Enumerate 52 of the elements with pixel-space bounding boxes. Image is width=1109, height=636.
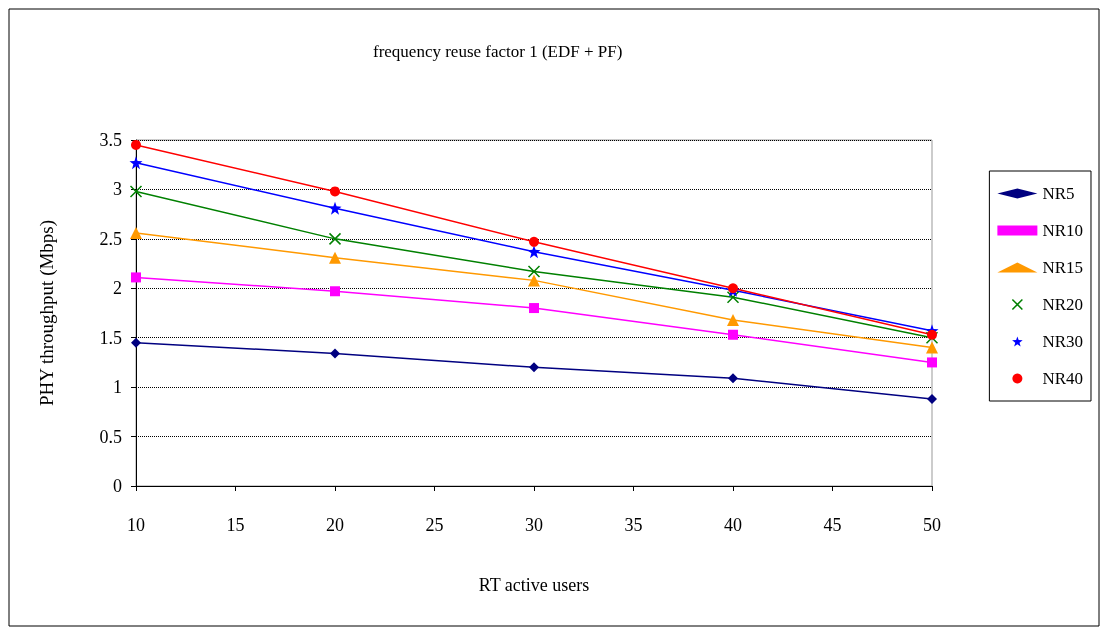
x-tick-label: 20 — [326, 515, 344, 535]
y-tick-label: 2.5 — [99, 228, 122, 249]
point — [330, 348, 340, 359]
y-tick-label: 3 — [113, 179, 122, 200]
point — [927, 357, 937, 368]
point — [131, 337, 141, 348]
legend-label: NR15 — [1042, 258, 1084, 277]
legend-label: NR10 — [1042, 221, 1084, 240]
y-tick-label: 0.5 — [99, 426, 122, 447]
legend-label: NR30 — [1042, 332, 1084, 351]
point — [329, 251, 341, 264]
point — [330, 186, 340, 197]
point — [529, 303, 539, 314]
x-tick-label: 10 — [127, 515, 145, 535]
x-tick-label: 30 — [525, 515, 543, 535]
point — [727, 313, 739, 326]
x-tick-label: 40 — [724, 515, 742, 535]
legend-label: NR40 — [1042, 369, 1084, 388]
point — [130, 226, 142, 239]
y-tick-label: 1.5 — [99, 327, 122, 348]
x-tick-label: 45 — [823, 515, 842, 535]
point — [926, 341, 938, 354]
x-tick-label: 35 — [624, 515, 643, 535]
point — [728, 373, 738, 384]
point — [330, 286, 340, 297]
x-tick-label: 15 — [226, 515, 245, 535]
x-tick-label: 50 — [923, 515, 941, 535]
legend-label: NR20 — [1042, 295, 1084, 314]
point — [129, 156, 143, 170]
legend-label: NR5 — [1042, 184, 1075, 203]
point — [131, 272, 141, 283]
y-tick-label: 2 — [113, 278, 122, 299]
x-axis-title: RT active users — [478, 575, 590, 595]
point — [328, 232, 342, 246]
point — [726, 290, 740, 304]
chart-title: frequency reuse factor 1 (EDF + PF) — [373, 42, 623, 61]
y-axis-title: PHY throughput (Mbps) — [36, 219, 58, 407]
point — [528, 274, 540, 287]
x-tick-label: 25 — [425, 515, 444, 535]
point — [529, 236, 539, 247]
point — [328, 201, 342, 215]
y-tick-label: 1 — [113, 377, 122, 398]
point — [927, 394, 937, 405]
point — [131, 139, 141, 150]
point — [129, 185, 143, 198]
point — [527, 245, 541, 259]
y-tick-label: 0 — [113, 476, 122, 496]
point — [728, 329, 738, 340]
y-tick-label: 3.5 — [99, 130, 122, 150]
point — [529, 362, 539, 373]
point — [927, 329, 937, 340]
point — [527, 265, 541, 278]
